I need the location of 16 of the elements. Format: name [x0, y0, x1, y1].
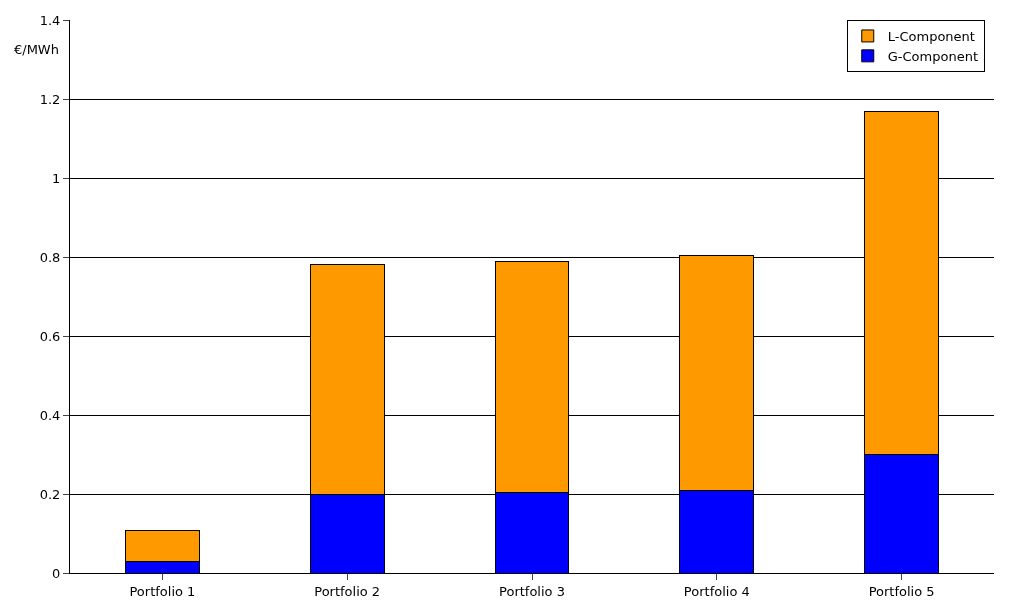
x-tick-label: Portfolio 3: [499, 583, 565, 599]
x-tick-label: Portfolio 2: [314, 583, 381, 599]
y-tick-label: 0.8: [39, 249, 61, 265]
x-tick-label: Portfolio 1: [129, 583, 196, 599]
legend-label: L-Component: [887, 29, 975, 45]
legend-label: G-Component: [887, 48, 979, 64]
y-tick-label: 1.2: [39, 91, 61, 107]
y-tick-label: 0.2: [39, 486, 61, 502]
y-tick-label: 0.4: [39, 407, 61, 423]
x-tick-label: Portfolio 5: [868, 583, 935, 599]
y-axis-title: €/MWh: [14, 42, 59, 57]
y-tick-label: 0: [52, 565, 61, 581]
x-tick-label: Portfolio 4: [683, 583, 750, 599]
y-tick-label: 1.4: [39, 12, 61, 28]
y-tick-label: 1: [52, 170, 61, 186]
y-tick-label: 0.6: [39, 328, 61, 344]
